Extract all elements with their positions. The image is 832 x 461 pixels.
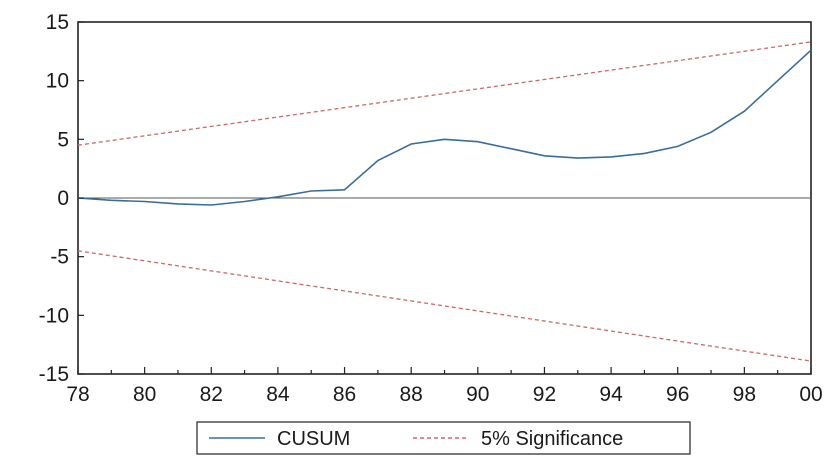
legend-label-cusum: CUSUM <box>277 428 350 450</box>
x-tick-label: 78 <box>66 383 89 406</box>
cusum-line <box>77 49 812 206</box>
y-tick-label: 15 <box>46 11 69 34</box>
y-tick-label: 10 <box>46 70 69 93</box>
legend: CUSUM 5% Significance <box>196 421 691 455</box>
x-tick-label: 86 <box>333 383 356 406</box>
x-tick-label: 94 <box>599 383 623 406</box>
x-tick-label: 80 <box>133 383 156 406</box>
legend-label-significance: 5% Significance <box>481 428 623 450</box>
x-tick-label: 82 <box>200 383 223 406</box>
significance-lower-line <box>77 250 812 362</box>
y-tick-label: 5 <box>57 128 69 151</box>
y-tick-label: -5 <box>50 246 69 269</box>
x-tick-label: 96 <box>666 383 689 406</box>
x-tick-label: 90 <box>466 383 489 406</box>
x-tick-label: 98 <box>733 383 756 406</box>
significance-upper-line <box>77 41 812 146</box>
y-tick-label: -15 <box>39 363 69 386</box>
x-tick-label: 00 <box>799 383 822 406</box>
y-tick-label: 0 <box>57 187 69 210</box>
y-tick-label: -10 <box>39 304 69 327</box>
x-tick-label: 88 <box>400 383 423 406</box>
x-tick-label: 84 <box>266 383 290 406</box>
x-tick-label: 92 <box>533 383 556 406</box>
